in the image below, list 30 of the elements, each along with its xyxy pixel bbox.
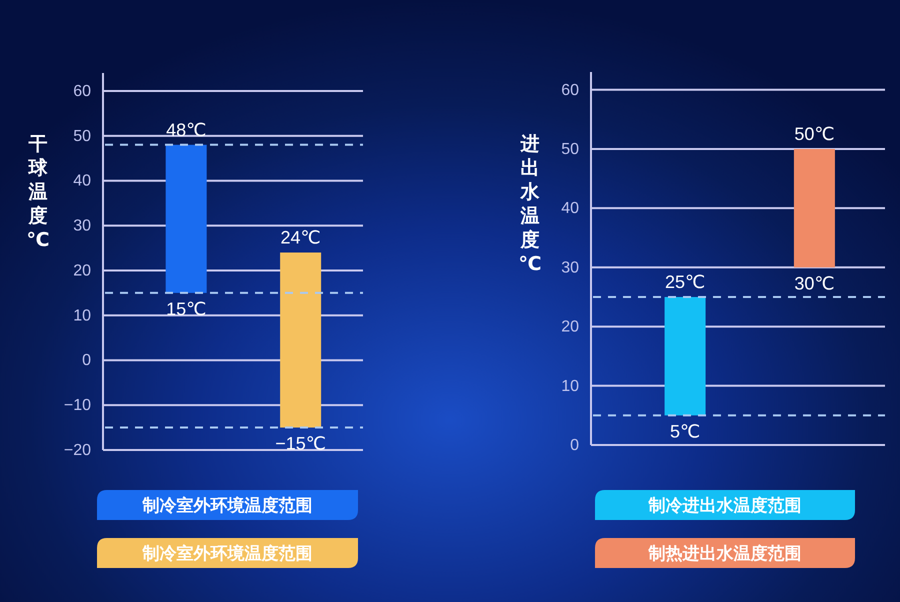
text: 制冷室外环境温度范围: [142, 544, 312, 563]
y-tick-label: −10: [64, 397, 92, 414]
y-tick-label: 50: [73, 128, 92, 145]
y-tick-label: 10: [73, 307, 92, 324]
annotation: 24℃: [280, 228, 321, 248]
y-tick-label: 40: [73, 172, 92, 190]
y-tick-label: 20: [561, 318, 580, 336]
annotation: 5℃: [670, 421, 700, 442]
y-tick-label: 0: [570, 437, 580, 454]
text: 制热进出水温度范围: [648, 544, 802, 563]
y-tick-label: 30: [561, 259, 580, 276]
y-tick-label: 10: [561, 378, 580, 395]
y-tick-label: 0: [82, 352, 92, 370]
y-tick-label: 20: [73, 262, 92, 280]
annotation: 30℃: [794, 273, 835, 294]
annotation: 50℃: [794, 124, 835, 144]
y-tick-label: −20: [64, 442, 92, 459]
text: 制冷进出水温度范围: [648, 496, 802, 515]
annotation: −15℃: [275, 434, 326, 454]
y-tick-label: 60: [561, 82, 580, 99]
y-tick-label: 30: [73, 218, 92, 235]
y-tick-label: 60: [73, 82, 92, 100]
annotation: 15℃: [166, 298, 206, 319]
y-axis-title: 进出水温度℃: [518, 133, 542, 275]
text: 制冷室外环境温度范围: [142, 496, 312, 515]
annotation: 25℃: [664, 272, 706, 292]
annotation: 48℃: [166, 120, 206, 140]
y-tick-label: 40: [561, 200, 580, 218]
y-axis-title: 干球温度℃: [26, 134, 50, 251]
y-tick-label: 50: [561, 140, 580, 158]
